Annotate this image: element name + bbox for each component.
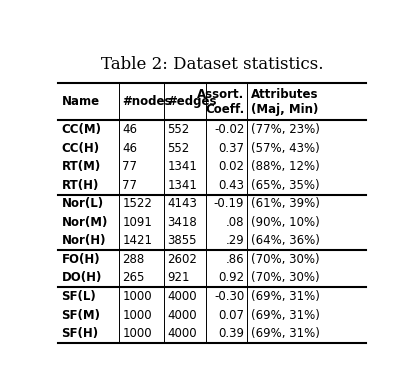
Text: .86: .86: [225, 253, 244, 266]
Text: 265: 265: [122, 271, 145, 285]
Text: Table 2: Dataset statistics.: Table 2: Dataset statistics.: [101, 56, 323, 73]
Text: 1091: 1091: [122, 216, 152, 229]
Text: (77%, 23%): (77%, 23%): [250, 123, 319, 136]
Text: .29: .29: [225, 234, 244, 247]
Text: DO(H): DO(H): [61, 271, 102, 285]
Text: (69%, 31%): (69%, 31%): [250, 290, 319, 303]
Text: 1000: 1000: [122, 309, 152, 321]
Text: 4000: 4000: [167, 327, 197, 340]
Text: RT(M): RT(M): [61, 160, 100, 173]
Text: 0.43: 0.43: [218, 179, 244, 192]
Text: 552: 552: [167, 123, 189, 136]
Text: (61%, 39%): (61%, 39%): [250, 197, 319, 210]
Text: Attributes
(Maj, Min): Attributes (Maj, Min): [250, 88, 318, 116]
Text: RT(H): RT(H): [61, 179, 99, 192]
Text: CC(H): CC(H): [61, 142, 99, 155]
Text: 1341: 1341: [167, 160, 197, 173]
Text: 0.02: 0.02: [218, 160, 244, 173]
Text: SF(H): SF(H): [61, 327, 98, 340]
Text: 4143: 4143: [167, 197, 197, 210]
Text: 2602: 2602: [167, 253, 197, 266]
Text: -0.30: -0.30: [214, 290, 244, 303]
Text: -0.02: -0.02: [214, 123, 244, 136]
Text: 552: 552: [167, 142, 189, 155]
Text: 1522: 1522: [122, 197, 152, 210]
Text: (70%, 30%): (70%, 30%): [250, 271, 318, 285]
Text: 1000: 1000: [122, 327, 152, 340]
Text: (69%, 31%): (69%, 31%): [250, 327, 319, 340]
Text: 0.92: 0.92: [218, 271, 244, 285]
Text: (57%, 43%): (57%, 43%): [250, 142, 319, 155]
Text: (64%, 36%): (64%, 36%): [250, 234, 319, 247]
Text: 4000: 4000: [167, 309, 197, 321]
Text: CC(M): CC(M): [61, 123, 101, 136]
Text: 3855: 3855: [167, 234, 196, 247]
Text: (88%, 12%): (88%, 12%): [250, 160, 319, 173]
Text: #edges: #edges: [167, 95, 216, 108]
Text: -0.19: -0.19: [213, 197, 244, 210]
Text: 1421: 1421: [122, 234, 152, 247]
Text: Nor(H): Nor(H): [61, 234, 106, 247]
Text: FO(H): FO(H): [61, 253, 100, 266]
Text: 1000: 1000: [122, 290, 152, 303]
Text: 46: 46: [122, 142, 137, 155]
Text: (69%, 31%): (69%, 31%): [250, 309, 319, 321]
Text: #nodes: #nodes: [122, 95, 171, 108]
Text: 0.07: 0.07: [218, 309, 244, 321]
Text: 3418: 3418: [167, 216, 197, 229]
Text: 77: 77: [122, 160, 137, 173]
Text: Nor(L): Nor(L): [61, 197, 103, 210]
Text: (70%, 30%): (70%, 30%): [250, 253, 318, 266]
Text: 288: 288: [122, 253, 144, 266]
Text: 0.39: 0.39: [218, 327, 244, 340]
Text: (65%, 35%): (65%, 35%): [250, 179, 318, 192]
Text: Name: Name: [61, 95, 99, 108]
Text: Nor(M): Nor(M): [61, 216, 107, 229]
Text: Assort.
Coeff.: Assort. Coeff.: [197, 88, 244, 116]
Text: (90%, 10%): (90%, 10%): [250, 216, 319, 229]
Text: .08: .08: [225, 216, 244, 229]
Text: 77: 77: [122, 179, 137, 192]
Text: 46: 46: [122, 123, 137, 136]
Text: 0.37: 0.37: [218, 142, 244, 155]
Text: 4000: 4000: [167, 290, 197, 303]
Text: SF(M): SF(M): [61, 309, 100, 321]
Text: 1341: 1341: [167, 179, 197, 192]
Text: SF(L): SF(L): [61, 290, 96, 303]
Text: 921: 921: [167, 271, 189, 285]
